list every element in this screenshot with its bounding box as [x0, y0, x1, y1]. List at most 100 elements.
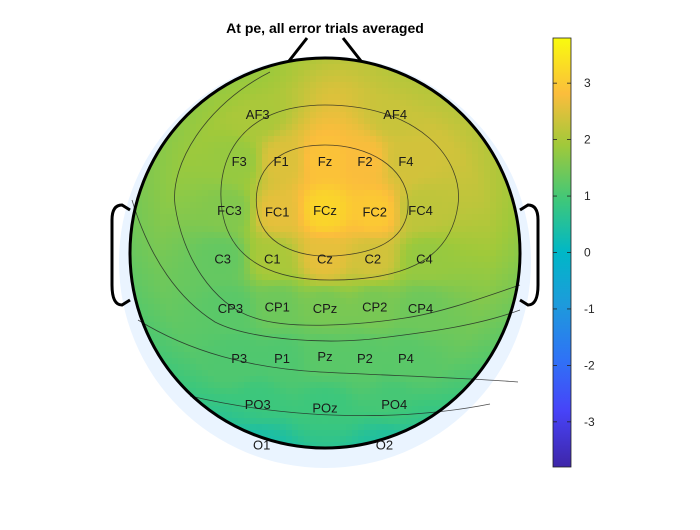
heatmap-cell: [232, 382, 239, 389]
heatmap-cell: [352, 430, 359, 437]
heatmap-cell: [148, 316, 155, 323]
heatmap-cell: [220, 118, 227, 125]
heatmap-cell: [220, 370, 227, 377]
heatmap-cell: [484, 418, 491, 425]
heatmap-cell: [196, 70, 203, 77]
heatmap-cell: [514, 400, 520, 407]
heatmap-cell: [490, 322, 497, 329]
heatmap-cell: [442, 136, 449, 143]
heatmap-cell: [190, 166, 197, 173]
heatmap-cell: [478, 262, 485, 269]
heatmap-cell: [508, 412, 515, 419]
heatmap-cell: [376, 124, 383, 131]
heatmap-cell: [334, 118, 341, 125]
heatmap-cell: [226, 280, 233, 287]
heatmap-cell: [382, 328, 389, 335]
heatmap-cell: [250, 316, 257, 323]
heatmap-cell: [466, 274, 473, 281]
heatmap-cell: [136, 88, 143, 95]
heatmap-cell: [184, 250, 191, 257]
heatmap-cell: [460, 82, 467, 89]
heatmap-cell: [334, 280, 341, 287]
heatmap-cell: [256, 226, 263, 233]
heatmap-cell: [436, 82, 443, 89]
heatmap-cell: [442, 106, 449, 113]
heatmap-cell: [490, 388, 497, 395]
heatmap-cell: [454, 160, 461, 167]
heatmap-cell: [136, 376, 143, 383]
heatmap-cell: [334, 442, 341, 448]
heatmap-cell: [202, 376, 209, 383]
heatmap-cell: [208, 256, 215, 263]
heatmap-cell: [508, 88, 515, 95]
heatmap-cell: [166, 430, 173, 437]
heatmap-cell: [400, 172, 407, 179]
heatmap-cell: [250, 118, 257, 125]
heatmap-cell: [370, 370, 377, 377]
heatmap-cell: [346, 352, 353, 359]
heatmap-cell: [358, 178, 365, 185]
heatmap-cell: [310, 388, 317, 395]
heatmap-cell: [220, 124, 227, 131]
heatmap-cell: [190, 274, 197, 281]
heatmap-cell: [214, 166, 221, 173]
heatmap-cell: [142, 106, 149, 113]
heatmap-cell: [388, 424, 395, 431]
heatmap-cell: [130, 64, 137, 71]
heatmap-cell: [424, 280, 431, 287]
heatmap-cell: [172, 346, 179, 353]
heatmap-cell: [322, 292, 329, 299]
heatmap-cell: [286, 136, 293, 143]
heatmap-cell: [424, 112, 431, 119]
heatmap-cell: [178, 268, 185, 275]
heatmap-cell: [388, 418, 395, 425]
heatmap-cell: [478, 214, 485, 221]
heatmap-cell: [136, 226, 143, 233]
heatmap-cell: [214, 280, 221, 287]
heatmap-cell: [268, 118, 275, 125]
heatmap-cell: [382, 172, 389, 179]
heatmap-cell: [310, 220, 317, 227]
heatmap-cell: [352, 424, 359, 431]
heatmap-cell: [286, 424, 293, 431]
heatmap-cell: [454, 388, 461, 395]
heatmap-cell: [478, 406, 485, 413]
heatmap-cell: [304, 220, 311, 227]
heatmap-cell: [310, 394, 317, 401]
heatmap-cell: [202, 178, 209, 185]
heatmap-cell: [178, 64, 185, 71]
heatmap-cell: [490, 274, 497, 281]
heatmap-cell: [406, 160, 413, 167]
heatmap-cell: [196, 124, 203, 131]
heatmap-cell: [166, 100, 173, 107]
heatmap-cell: [484, 226, 491, 233]
heatmap-cell: [460, 58, 467, 65]
heatmap-cell: [502, 208, 509, 215]
heatmap-cell: [148, 394, 155, 401]
heatmap-cell: [454, 124, 461, 131]
heatmap-cell: [460, 292, 467, 299]
heatmap-cell: [466, 430, 473, 437]
heatmap-cell: [412, 106, 419, 113]
heatmap-cell: [358, 256, 365, 263]
heatmap-cell: [454, 130, 461, 137]
heatmap-cell: [418, 262, 425, 269]
heatmap-cell: [166, 226, 173, 233]
heatmap-cell: [298, 184, 305, 191]
heatmap-cell: [262, 220, 269, 227]
heatmap-cell: [412, 148, 419, 155]
heatmap-cell: [352, 118, 359, 125]
heatmap-cell: [304, 412, 311, 419]
heatmap-cell: [418, 352, 425, 359]
heatmap-cell: [262, 154, 269, 161]
heatmap-cell: [346, 166, 353, 173]
heatmap-cell: [250, 328, 257, 335]
heatmap-cell: [220, 268, 227, 275]
heatmap-cell: [178, 94, 185, 101]
heatmap-cell: [148, 190, 155, 197]
heatmap-cell: [334, 148, 341, 155]
heatmap-cell: [394, 334, 401, 341]
heatmap-cell: [262, 58, 269, 65]
heatmap-cell: [394, 412, 401, 419]
heatmap-cell: [496, 304, 503, 311]
